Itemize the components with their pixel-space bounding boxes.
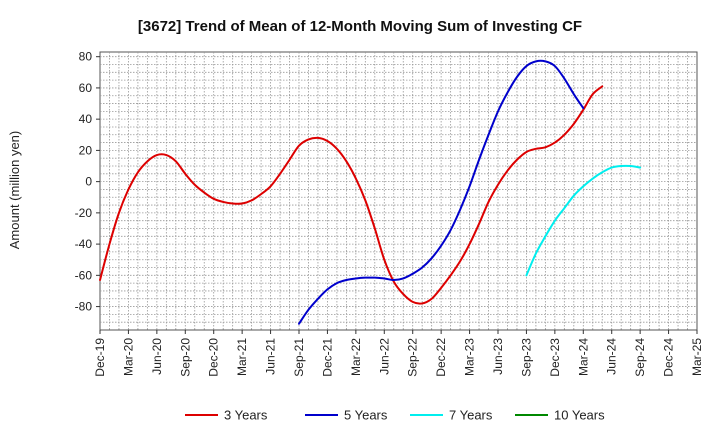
- plot-area: [99, 51, 698, 331]
- x-tick-label: Mar-24: [576, 338, 590, 376]
- legend-label: 10 Years: [554, 408, 605, 423]
- x-tick-label: Dec-23: [548, 338, 562, 377]
- x-tick-label: Mar-23: [463, 338, 477, 376]
- y-tick-label: 60: [79, 81, 93, 95]
- y-tick-label: -40: [75, 237, 93, 251]
- x-tick-label: Sep-20: [178, 338, 192, 377]
- gridlines: [100, 52, 697, 330]
- x-tick-label: Mar-25: [690, 338, 704, 376]
- x-tick-label: Sep-23: [519, 338, 533, 377]
- x-tick-label: Jun-20: [150, 338, 164, 375]
- x-tick-label: Dec-24: [662, 338, 676, 377]
- series-lines: [99, 59, 642, 325]
- x-tick-label: Dec-22: [434, 338, 448, 377]
- x-tick-label: Jun-21: [264, 338, 278, 375]
- x-tick-label: Sep-24: [633, 338, 647, 377]
- y-tick-label: 20: [79, 143, 93, 157]
- legend-label: 7 Years: [449, 408, 493, 423]
- y-tick-label: -20: [75, 206, 93, 220]
- x-tick-label: Dec-20: [207, 338, 221, 377]
- legend-label: 5 Years: [344, 408, 388, 423]
- chart-title: [3672] Trend of Mean of 12-Month Moving …: [138, 18, 582, 35]
- x-tick-label: Dec-19: [93, 338, 107, 377]
- series-line-7-years: [525, 164, 642, 277]
- x-tick-label: Mar-20: [121, 338, 135, 376]
- legend: 3 Years 5 Years 7 Years 10 Years: [185, 408, 605, 423]
- series-line-5-years: [298, 59, 585, 325]
- y-tick-label: -80: [75, 300, 93, 314]
- y-axis-label: Amount (million yen): [7, 131, 22, 250]
- x-tick-label: Mar-21: [235, 338, 249, 376]
- x-tick-label: Mar-22: [349, 338, 363, 376]
- legend-label: 3 Years: [224, 408, 268, 423]
- y-tick-label: -60: [75, 268, 93, 282]
- x-tick-label: Sep-21: [292, 338, 306, 377]
- y-tick-label: 80: [79, 50, 93, 64]
- y-tick-label: 0: [85, 175, 92, 189]
- x-axis-ticks: Dec-19 Mar-20 Jun-20 Sep-20 Dec-20 Mar-21 Jun-…: [93, 330, 704, 377]
- series-line-3-years: [99, 85, 604, 305]
- x-tick-label: Jun-23: [491, 338, 505, 375]
- y-axis-ticks: 80 60 40 20 0 -20 -40 -60 -80: [75, 50, 100, 314]
- x-tick-label: Dec-21: [320, 338, 334, 377]
- x-tick-label: Sep-22: [406, 338, 420, 377]
- x-tick-label: Jun-22: [377, 338, 391, 375]
- y-tick-label: 40: [79, 112, 93, 126]
- x-tick-label: Jun-24: [605, 338, 619, 375]
